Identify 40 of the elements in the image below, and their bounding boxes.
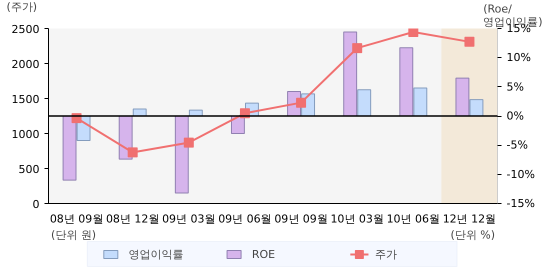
bar bbox=[455, 78, 470, 116]
legend-label: 영업이익률 bbox=[128, 248, 184, 261]
bar bbox=[357, 89, 372, 116]
y-tick-label: 1000 bbox=[12, 128, 40, 141]
y2-tick-label: 0% bbox=[506, 110, 524, 122]
point bbox=[184, 138, 194, 148]
bar bbox=[413, 88, 428, 116]
x-tick-label: 08년 12월 bbox=[106, 212, 160, 226]
x-tick-label: 09년 03월 bbox=[162, 212, 216, 226]
y-axis-title: (주가) bbox=[6, 0, 38, 14]
point bbox=[408, 28, 418, 37]
point bbox=[128, 147, 138, 158]
y2-tick-label: -10% bbox=[506, 168, 535, 181]
y2-tick-label: 10% bbox=[506, 51, 531, 64]
y2-tick-label: 5% bbox=[506, 80, 524, 94]
bar bbox=[62, 116, 76, 181]
text: (단위 %) bbox=[450, 228, 496, 242]
y2-tick-label: -15% bbox=[506, 197, 535, 210]
bar bbox=[399, 47, 414, 116]
x-tick-label: 09년 09월 bbox=[274, 212, 328, 226]
x-tick-label: 10년 03월 bbox=[330, 212, 384, 226]
x-tick-label: 10년 06월 bbox=[386, 212, 440, 226]
y-tick-label: 2000 bbox=[12, 58, 40, 71]
y-tick-label: 2500 bbox=[12, 23, 40, 36]
point bbox=[296, 98, 306, 108]
y-tick-label: 500 bbox=[18, 163, 40, 176]
legend-label: 주가 bbox=[375, 248, 398, 261]
y-tick-label: 1500 bbox=[12, 93, 40, 106]
bar bbox=[174, 116, 189, 194]
y2-tick-label: -5% bbox=[506, 138, 528, 152]
point bbox=[352, 43, 362, 54]
x-tick-label: 08년 09월 bbox=[50, 212, 104, 226]
point bbox=[464, 36, 474, 47]
bar bbox=[470, 99, 484, 116]
text: (단위 원) bbox=[50, 228, 96, 242]
x-tick-label: 12년 12월 bbox=[442, 212, 496, 226]
legend-label: ROE bbox=[252, 248, 276, 261]
x-tick-label: 09년 06월 bbox=[218, 212, 272, 226]
y-tick-label: 0 bbox=[32, 198, 40, 211]
bar bbox=[343, 32, 358, 116]
